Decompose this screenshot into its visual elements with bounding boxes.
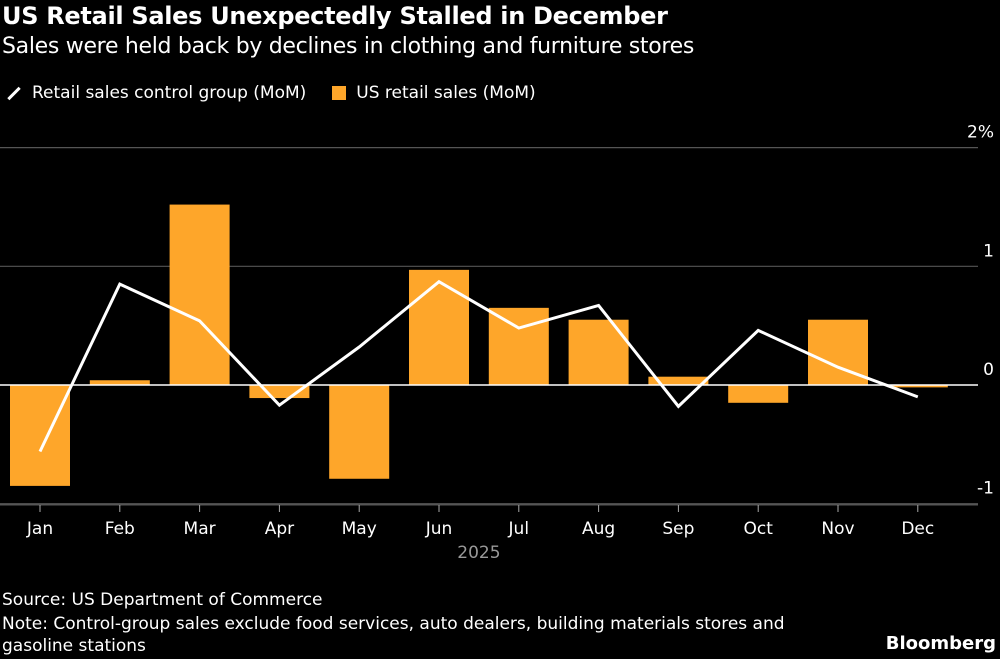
bar-jan (10, 385, 70, 486)
bar-may (329, 385, 390, 479)
y-tick-label: 2% (967, 123, 994, 143)
control-group-line (38, 279, 919, 453)
x-tick-label: Sep (662, 519, 694, 539)
footnote-line1: Note: Control-group sales exclude food s… (2, 614, 785, 634)
x-tick-label: Jan (26, 519, 53, 539)
source-note: Source: US Department of Commerce (2, 590, 323, 610)
bar-jun (409, 269, 469, 385)
bar-mar (169, 204, 230, 385)
bar-oct (728, 385, 789, 403)
chart-title: US Retail Sales Unexpectedly Stalled in … (2, 2, 668, 30)
x-tick-label: Oct (743, 519, 773, 539)
x-tick-label: Aug (582, 519, 615, 539)
footnote-line2: gasoline stations (2, 636, 146, 656)
bar-dec (887, 385, 948, 388)
x-tick-label: Mar (184, 519, 216, 539)
x-tick-label: Nov (821, 519, 854, 539)
bar-jul (488, 307, 549, 385)
x-tick-label: Jun (425, 519, 453, 539)
bar-sep (648, 376, 709, 385)
bloomberg-logo: Bloomberg (885, 633, 996, 654)
legend-bar-swatch (332, 86, 347, 100)
legend: Retail sales control group (MoM) US reta… (6, 83, 536, 103)
x-tick-label: Feb (105, 519, 135, 539)
x-axis-label: 2025 (457, 543, 500, 563)
x-tick-label: May (342, 519, 377, 539)
y-tick-label: 0 (983, 360, 994, 380)
bar-aug (568, 319, 629, 385)
x-tick-label: Jul (508, 519, 530, 539)
y-tick-label: 1 (983, 241, 994, 261)
chart-subtitle: Sales were held back by declines in clot… (2, 34, 695, 59)
legend-label-retail-sales: US retail sales (MoM) (356, 83, 536, 103)
x-tick-label: Dec (901, 519, 934, 539)
x-tick-label: Apr (265, 519, 294, 539)
legend-label-control-group: Retail sales control group (MoM) (32, 83, 307, 103)
bar-feb (89, 380, 150, 385)
y-tick-label: -1 (977, 479, 994, 499)
